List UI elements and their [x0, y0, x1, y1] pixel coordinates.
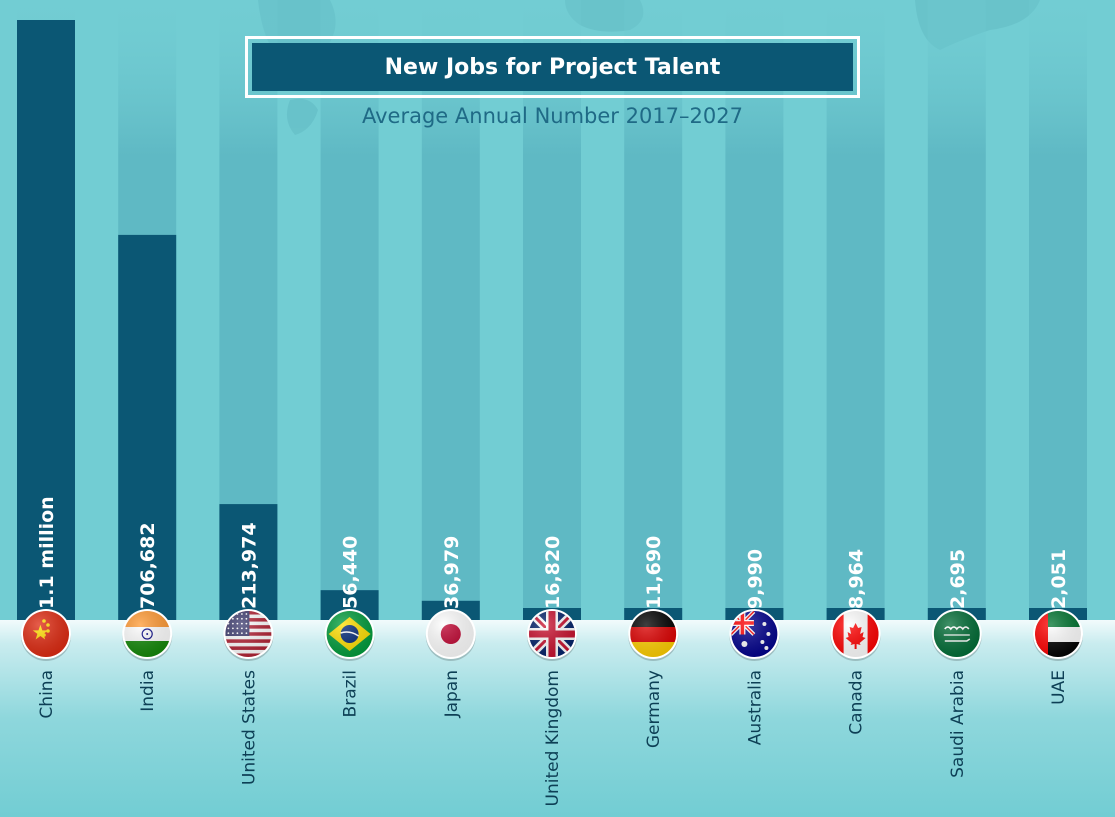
- value-label-india: 706,682: [137, 522, 159, 609]
- category-label-canada: Canada: [847, 670, 867, 735]
- value-label-uae: 2,051: [1048, 549, 1070, 609]
- bar-track-brazil: [320, 0, 379, 621]
- brazil-flag-icon: [324, 609, 375, 661]
- category-label-japan: Japan: [442, 670, 462, 718]
- category-label-uae: UAE: [1049, 670, 1069, 705]
- saudi-arabia-flag-icon: [931, 609, 982, 661]
- category-label-saudi-arabia: Saudi Arabia: [948, 670, 968, 778]
- bar-india: [118, 234, 177, 621]
- bar-track-canada: [826, 0, 885, 621]
- australia-flag-icon: [729, 609, 780, 661]
- value-label-united-states: 213,974: [238, 522, 260, 609]
- category-labels: China India United States Brazil Japan United…: [37, 670, 1069, 807]
- category-label-united-kingdom: United Kingdom: [543, 670, 563, 806]
- value-label-united-kingdom: 16,820: [542, 536, 564, 609]
- value-label-saudi-arabia: 2,695: [947, 549, 969, 609]
- bar-china: [17, 20, 75, 621]
- category-label-china: China: [37, 670, 57, 719]
- china-flag-icon: [21, 609, 71, 661]
- chart-title: New Jobs for Project Talent: [252, 43, 853, 91]
- value-label-japan: 36,979: [441, 536, 463, 609]
- value-label-canada: 8,964: [846, 549, 868, 609]
- value-label-germany: 11,690: [643, 536, 665, 609]
- bar-track-australia: [725, 0, 784, 621]
- uae-flag-icon: [1033, 609, 1083, 661]
- bar-united-states: [219, 504, 278, 621]
- category-label-germany: Germany: [644, 670, 664, 748]
- chart-title-box: New Jobs for Project Talent: [245, 36, 860, 98]
- bar-track-united-kingdom: [523, 0, 581, 621]
- germany-flag-icon: [628, 609, 679, 661]
- category-label-australia: Australia: [745, 670, 765, 745]
- bar-track-uae: [1029, 0, 1087, 621]
- category-label-brazil: Brazil: [341, 670, 361, 717]
- bar-track-germany: [624, 0, 683, 621]
- canada-flag-icon: [830, 609, 881, 661]
- japan-flag-icon: [425, 609, 476, 661]
- chart-subtitle: Average Annual Number 2017–2027: [361, 104, 743, 128]
- bar-track-saudi-arabia: [927, 0, 986, 621]
- category-label-india: India: [138, 670, 158, 712]
- united-states-flag-icon: [223, 609, 274, 661]
- bar-track-japan: [421, 0, 480, 621]
- category-label-united-states: United States: [239, 670, 259, 785]
- value-label-australia: 9,990: [744, 549, 766, 609]
- value-label-china: 1.1 million: [36, 496, 58, 609]
- united-kingdom-flag-icon: [527, 609, 577, 661]
- value-label-brazil: 56,440: [340, 536, 362, 609]
- india-flag-icon: [122, 609, 173, 661]
- bars: [17, 20, 1087, 621]
- value-labels: 1.1 million 706,682 213,974 56,440 36,979 16,…: [36, 496, 1070, 609]
- flags: [21, 609, 1083, 661]
